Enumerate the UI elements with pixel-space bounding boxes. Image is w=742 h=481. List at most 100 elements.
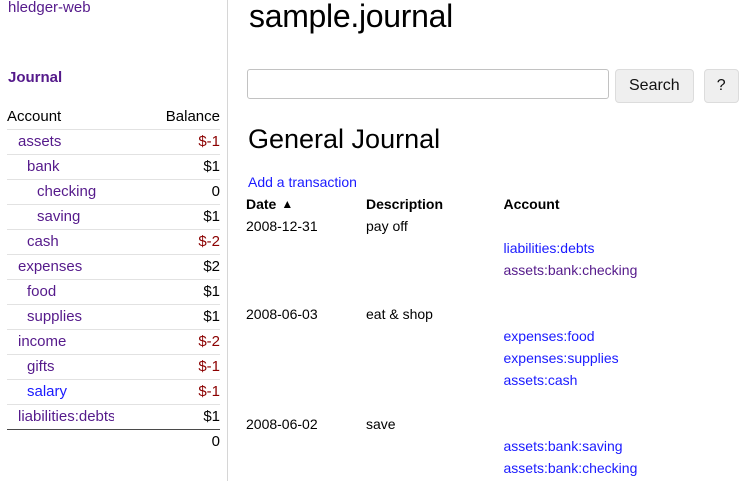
transaction-account-spacer xyxy=(504,414,742,436)
posting-row: assets:bank:saving$1 xyxy=(246,436,742,458)
transaction-spacer xyxy=(246,282,742,304)
account-link[interactable]: assets xyxy=(18,133,62,150)
journal-table: Date▲ Description Account Amount 2008-12… xyxy=(246,194,742,480)
account-name-cell: income xyxy=(7,330,114,355)
search-button[interactable]: Search xyxy=(615,69,694,103)
posting-date-spacer xyxy=(246,458,366,480)
transaction-account-spacer xyxy=(504,304,742,326)
posting-date-spacer xyxy=(246,436,366,458)
account-link[interactable]: liabilities:debts xyxy=(18,408,114,425)
sidebar: hledger-web Journal Account Balance asse… xyxy=(0,0,228,481)
column-header-account[interactable]: Account xyxy=(503,196,560,212)
account-link[interactable]: saving xyxy=(37,208,81,225)
posting-date-spacer xyxy=(246,238,366,260)
posting-row: expenses:supplies$1 xyxy=(246,348,742,370)
account-balance-cell: $-2 xyxy=(198,333,220,350)
posting-date-spacer xyxy=(246,370,366,392)
column-header-description[interactable]: Description xyxy=(366,196,444,212)
posting-account-link[interactable]: expenses:food xyxy=(503,328,595,344)
posting-row: assets:bank:checking$-1 xyxy=(246,458,742,480)
brand-link[interactable]: hledger-web xyxy=(8,0,91,16)
account-balance-cell: $1 xyxy=(203,408,220,425)
account-row: saving $1 xyxy=(7,204,220,230)
posting-date-spacer xyxy=(246,348,366,370)
account-balance-cell: $-1 xyxy=(198,133,220,150)
transaction-row: 2008-12-31 pay off xyxy=(246,216,742,238)
accounts-table-head: Account Balance xyxy=(7,105,220,130)
column-header-date-label: Date xyxy=(246,196,277,212)
posting-account-link[interactable]: assets:bank:checking xyxy=(503,262,638,278)
posting-description-spacer xyxy=(366,370,504,392)
section-title: General Journal xyxy=(248,124,441,154)
transaction-account-spacer xyxy=(504,216,742,238)
account-link[interactable]: income xyxy=(18,333,67,350)
transaction-description: save xyxy=(366,416,396,432)
posting-account-cell: assets:cash xyxy=(504,370,742,392)
account-link[interactable]: bank xyxy=(27,158,60,175)
posting-account-link[interactable]: expenses:supplies xyxy=(503,350,619,366)
account-row: gifts $-1 xyxy=(7,354,220,380)
main-content: sample.journal Search ? General Journal … xyxy=(229,0,742,481)
search-input[interactable] xyxy=(247,69,609,99)
posting-account-link[interactable]: assets:bank:checking xyxy=(503,460,638,476)
sort-ascending-icon: ▲ xyxy=(281,197,294,211)
posting-account-cell: expenses:food xyxy=(504,326,742,348)
search-bar: Search ? xyxy=(247,69,739,103)
account-row: bank $1 xyxy=(7,154,220,180)
account-link[interactable]: cash xyxy=(27,233,59,250)
journal-header-row: Date▲ Description Account Amount xyxy=(246,194,742,216)
account-link[interactable]: checking xyxy=(37,183,97,200)
posting-description-spacer xyxy=(366,348,504,370)
column-header-balance: Balance xyxy=(165,108,220,125)
posting-description-spacer xyxy=(366,436,504,458)
accounts-table: Account Balance assets $-1 bank $1 checking 0… xyxy=(7,105,220,454)
account-link[interactable]: supplies xyxy=(27,308,83,325)
account-balance-cell: $-1 xyxy=(198,383,220,400)
account-row: income $-2 xyxy=(7,329,220,355)
column-header-account: Account xyxy=(7,108,62,125)
posting-row: liabilities:debts$1 xyxy=(246,238,742,260)
posting-account-cell: assets:bank:saving xyxy=(504,436,742,458)
account-name-cell: food xyxy=(7,280,114,305)
account-balance-cell: 0 xyxy=(211,183,220,200)
posting-account-cell: assets:bank:checking xyxy=(504,458,742,480)
account-name-cell: bank xyxy=(7,155,114,180)
accounts-total-value: 0 xyxy=(211,433,220,450)
account-row: supplies $1 xyxy=(7,304,220,330)
transaction-spacer xyxy=(246,392,742,414)
transaction-description: eat & shop xyxy=(366,306,433,322)
account-link[interactable]: food xyxy=(27,283,57,300)
posting-account-link[interactable]: assets:cash xyxy=(503,372,578,388)
account-row: cash $-2 xyxy=(7,229,220,255)
accounts-table-body: assets $-1 bank $1 checking 0 saving $1 cash $-2 e… xyxy=(7,129,220,455)
account-balance-cell: $1 xyxy=(203,208,220,225)
posting-account-cell: assets:bank:checking xyxy=(504,260,742,282)
account-row: checking 0 xyxy=(7,179,220,205)
column-header-date[interactable]: Date ▲ xyxy=(246,194,366,216)
posting-account-link[interactable]: liabilities:debts xyxy=(503,240,595,256)
page-title: sample.journal xyxy=(249,0,453,34)
add-transaction-link[interactable]: Add a transaction xyxy=(248,174,357,190)
account-balance-cell: $2 xyxy=(203,258,220,275)
help-button[interactable]: ? xyxy=(703,69,739,103)
transaction-spacer-cell xyxy=(246,282,742,304)
account-name-cell: checking xyxy=(7,180,114,205)
account-row: liabilities:debts $1 xyxy=(7,404,220,430)
posting-account-link[interactable]: assets:bank:saving xyxy=(503,438,623,454)
account-link[interactable]: expenses xyxy=(18,258,83,275)
posting-date-spacer xyxy=(246,260,366,282)
account-link[interactable]: salary xyxy=(27,383,68,400)
account-balance-cell: $-2 xyxy=(198,233,220,250)
account-name-cell: gifts xyxy=(7,355,114,380)
posting-date-spacer xyxy=(246,326,366,348)
sidebar-heading-journal[interactable]: Journal xyxy=(8,69,63,86)
account-row: expenses $2 xyxy=(7,254,220,280)
accounts-total-row: 0 xyxy=(7,429,220,455)
account-link[interactable]: gifts xyxy=(27,358,55,375)
account-balance-cell: $1 xyxy=(203,283,220,300)
transaction-spacer-cell xyxy=(246,392,742,414)
account-balance-cell: $1 xyxy=(203,308,220,325)
account-name-cell: cash xyxy=(7,230,114,255)
